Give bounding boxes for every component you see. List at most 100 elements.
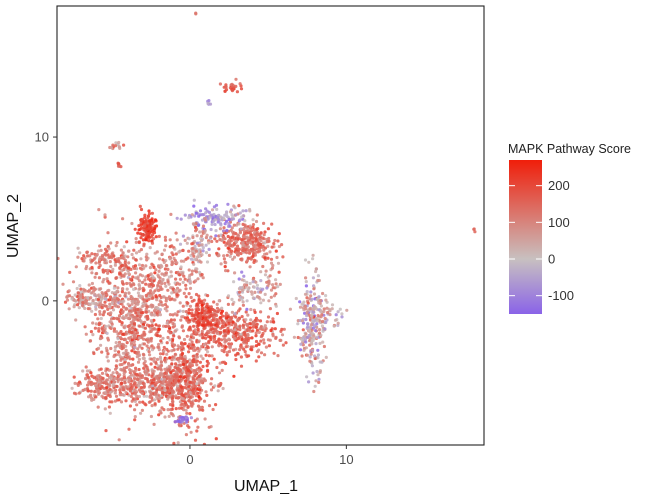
scatter-point bbox=[167, 395, 171, 399]
scatter-point bbox=[207, 354, 211, 358]
scatter-point bbox=[204, 353, 208, 357]
scatter-point bbox=[198, 369, 202, 373]
scatter-point bbox=[243, 333, 247, 337]
scatter-point bbox=[130, 338, 134, 342]
scatter-point bbox=[129, 306, 133, 310]
scatter-point bbox=[121, 386, 125, 390]
scatter-point bbox=[149, 414, 153, 419]
scatter-point bbox=[149, 336, 154, 341]
scatter-point bbox=[82, 254, 86, 258]
scatter-point bbox=[94, 322, 98, 326]
scatter-point bbox=[223, 89, 227, 93]
scatter-point bbox=[92, 351, 96, 356]
scatter-point bbox=[310, 338, 314, 342]
scatter-point bbox=[150, 211, 154, 215]
scatter-point bbox=[186, 320, 190, 324]
scatter-point bbox=[114, 341, 118, 345]
scatter-point bbox=[232, 204, 236, 208]
scatter-point bbox=[171, 321, 175, 326]
scatter-point bbox=[149, 362, 153, 366]
scatter-point bbox=[190, 395, 194, 399]
scatter-point bbox=[190, 249, 194, 253]
scatter-point bbox=[116, 378, 120, 382]
scatter-point bbox=[214, 203, 219, 207]
scatter-point bbox=[204, 207, 208, 211]
scatter-point bbox=[224, 339, 228, 343]
scatter-point bbox=[195, 355, 199, 359]
scatter-point bbox=[212, 331, 216, 335]
scatter-point bbox=[257, 355, 261, 359]
scatter-point bbox=[165, 386, 169, 390]
scatter-point bbox=[282, 327, 286, 331]
scatter-point bbox=[194, 12, 198, 16]
scatter-point bbox=[115, 330, 119, 334]
scatter-point bbox=[181, 329, 185, 333]
scatter-point bbox=[232, 255, 237, 259]
scatter-point bbox=[97, 327, 101, 331]
scatter-point bbox=[152, 369, 156, 373]
scatter-point bbox=[108, 295, 113, 299]
scatter-point bbox=[179, 318, 183, 322]
scatter-point bbox=[144, 219, 148, 224]
scatter-point bbox=[239, 335, 243, 339]
scatter-point bbox=[319, 298, 323, 303]
scatter-point bbox=[185, 383, 189, 387]
scatter-point bbox=[84, 365, 88, 369]
scatter-point bbox=[148, 390, 153, 394]
scatter-point bbox=[241, 300, 245, 304]
scatter-point bbox=[151, 296, 155, 300]
scatter-point bbox=[201, 249, 205, 253]
scatter-point bbox=[175, 286, 180, 290]
scatter-point bbox=[258, 237, 262, 241]
scatter-point bbox=[122, 299, 126, 303]
scatter-point bbox=[269, 261, 274, 265]
scatter-point bbox=[207, 425, 211, 429]
scatter-point bbox=[166, 280, 170, 284]
scatter-point bbox=[310, 331, 314, 335]
scatter-point bbox=[202, 312, 207, 316]
scatter-point bbox=[261, 298, 265, 302]
scatter-point bbox=[106, 307, 110, 311]
scatter-point bbox=[167, 381, 171, 385]
scatter-point bbox=[215, 324, 219, 328]
scatter-point bbox=[220, 338, 224, 342]
scatter-point bbox=[126, 316, 130, 320]
scatter-point bbox=[232, 223, 236, 227]
scatter-point bbox=[179, 259, 183, 263]
scatter-point bbox=[213, 222, 217, 227]
scatter-point bbox=[201, 246, 205, 250]
scatter-point bbox=[241, 241, 245, 245]
scatter-point bbox=[304, 332, 308, 336]
scatter-point bbox=[107, 288, 111, 292]
scatter-point bbox=[202, 319, 206, 323]
scatter-point bbox=[191, 345, 195, 349]
scatter-point bbox=[267, 299, 271, 303]
scatter-point bbox=[123, 291, 128, 295]
scatter-point bbox=[117, 353, 121, 357]
scatter-point bbox=[82, 259, 86, 263]
scatter-point bbox=[218, 82, 222, 86]
scatter-point bbox=[152, 309, 157, 313]
scatter-point bbox=[140, 375, 144, 380]
scatter-point bbox=[132, 266, 136, 270]
scatter-point bbox=[218, 361, 222, 365]
scatter-point bbox=[198, 333, 202, 337]
scatter-point bbox=[204, 347, 208, 351]
scatter-point bbox=[259, 231, 263, 235]
scatter-point bbox=[258, 319, 263, 323]
scatter-point bbox=[296, 322, 300, 326]
scatter-point bbox=[107, 368, 111, 372]
scatter-point bbox=[312, 292, 317, 296]
scatter-point bbox=[163, 358, 167, 362]
scatter-point bbox=[300, 354, 304, 358]
scatter-point bbox=[188, 380, 192, 384]
scatter-point bbox=[113, 349, 117, 353]
scatter-point bbox=[108, 260, 112, 264]
scatter-point bbox=[152, 327, 156, 331]
scatter-point bbox=[109, 241, 113, 245]
scatter-point bbox=[190, 312, 194, 316]
scatter-point bbox=[251, 254, 255, 258]
scatter-point bbox=[217, 247, 221, 251]
scatter-point bbox=[197, 374, 201, 378]
